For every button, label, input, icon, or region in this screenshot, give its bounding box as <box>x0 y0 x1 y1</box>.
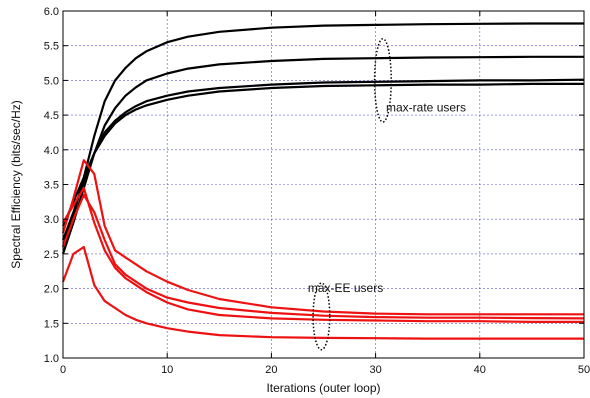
x-tick-label: 10 <box>161 364 173 376</box>
series-line-6 <box>61 193 585 320</box>
axis-ticks: 0 10 20 30 40 50 1.0 1.5 2.0 2.5 3.0 3.5 4.0 4.5 5.0 5.… <box>44 6 590 376</box>
series-line-7 <box>62 186 584 323</box>
series-line-3 <box>61 78 585 241</box>
y-tick-label: 5.5 <box>44 41 59 53</box>
x-tick-label: 20 <box>265 364 277 376</box>
x-tick-label: 0 <box>60 364 66 376</box>
series-line-4 <box>61 82 584 227</box>
series-lines <box>61 22 585 340</box>
group-ellipse-2 <box>312 282 331 351</box>
x-tick-label: 40 <box>474 364 486 376</box>
series-line-8 <box>61 245 584 340</box>
grid-lines <box>63 11 584 358</box>
y-tick-label: 3.0 <box>44 214 59 226</box>
y-tick-label: 3.5 <box>44 180 59 192</box>
y-tick-label: 4.0 <box>44 145 59 157</box>
y-tick-label: 2.0 <box>44 284 59 296</box>
y-axis-label: Spectral Efficiency (bits/sec/Hz) <box>9 100 23 269</box>
y-tick-label: 1.5 <box>44 318 59 330</box>
x-axis-label: Iterations (outer loop) <box>266 381 380 395</box>
group-ellipse-1 <box>373 38 392 123</box>
x-tick-label: 50 <box>578 364 590 376</box>
annotation-max-rate-users: max-rate users <box>386 101 466 115</box>
x-tick-label: 30 <box>369 364 381 376</box>
y-tick-label: 5.0 <box>44 75 59 87</box>
y-tick-label: 1.0 <box>44 353 59 365</box>
y-tick-label: 6.0 <box>44 6 59 18</box>
y-tick-label: 4.5 <box>44 110 59 122</box>
series-line-1 <box>61 22 584 248</box>
y-tick-label: 2.5 <box>44 249 59 261</box>
annotation-max-ee-users: max-EE users <box>308 281 383 295</box>
series-line-5 <box>61 159 584 316</box>
group-ellipses <box>312 38 392 351</box>
